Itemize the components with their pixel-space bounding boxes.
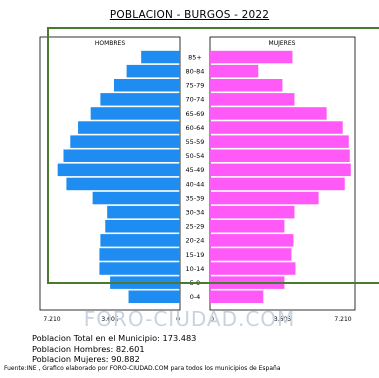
bar-hombres-0-4 (128, 290, 180, 303)
age-label: 25-29 (186, 223, 205, 231)
age-label: 45-49 (186, 166, 205, 174)
bar-hombres-20-24 (100, 234, 180, 247)
bar-mujeres-85+ (210, 50, 293, 64)
age-label: 55-59 (186, 138, 205, 146)
age-label: 60-64 (186, 124, 205, 132)
bar-mujeres-25-29 (210, 220, 285, 233)
age-label: 35-39 (186, 194, 205, 202)
mujeres-bars (210, 50, 351, 303)
bar-hombres-85+ (141, 50, 180, 64)
legend-hombres: HOMBRES (95, 40, 125, 47)
age-label: 40-44 (186, 180, 205, 188)
age-label: 0-4 (190, 293, 201, 301)
age-label: 80-84 (186, 67, 205, 75)
bar-hombres-50-54 (63, 149, 180, 162)
age-label: 70-74 (186, 96, 205, 104)
age-label: 50-54 (186, 152, 205, 160)
hombres-bars (57, 50, 180, 303)
bar-mujeres-75-79 (210, 79, 283, 92)
bar-hombres-65-69 (90, 107, 180, 120)
tick-label-left: 3.605 (101, 316, 118, 323)
bar-mujeres-10-14 (210, 262, 296, 275)
bar-hombres-25-29 (105, 220, 180, 233)
bar-hombres-45-49 (57, 163, 180, 177)
bar-mujeres-45-49 (210, 163, 351, 177)
tick-label-left: 0 (176, 316, 180, 323)
bar-mujeres-60-64 (210, 121, 343, 134)
bar-mujeres-0-4 (210, 290, 264, 303)
bar-hombres-10-14 (99, 262, 180, 275)
chart-title: POBLACION - BURGOS - 2022 (109, 9, 270, 21)
bar-mujeres-55-59 (210, 135, 349, 148)
source-note: Fuente:INE , Grafico elaborado por FORO-… (4, 365, 281, 372)
population-stats: Poblacion Total en el Municipio: 173.483… (32, 333, 196, 365)
bar-hombres-40-44 (66, 177, 180, 191)
female-population: Poblacion Mujeres: 90.882 (32, 354, 140, 364)
age-label: 30-34 (186, 208, 205, 216)
watermark: FORO-CIUDAD.COM (83, 307, 296, 331)
bar-hombres-75-79 (113, 79, 180, 92)
bar-hombres-30-34 (107, 205, 180, 219)
bar-mujeres-20-24 (210, 234, 294, 247)
legend-mujeres: MUJERES (269, 40, 296, 47)
tick-label-right: 7.210 (334, 316, 351, 323)
bar-hombres-80-84 (126, 64, 180, 78)
age-label: 75-79 (186, 82, 205, 90)
tick-label-right: 3.605 (274, 316, 291, 323)
highlight-frame (47, 27, 379, 284)
age-label: 65-69 (186, 110, 205, 118)
bar-mujeres-30-34 (210, 205, 295, 219)
axis-ticks: 7.210 3.605 0 0 3.605 7.210 (43, 316, 351, 323)
bar-mujeres-50-54 (210, 149, 350, 162)
bar-hombres-60-64 (78, 121, 180, 134)
age-label: 10-14 (186, 265, 205, 273)
bar-mujeres-15-19 (210, 248, 292, 261)
total-population: Poblacion Total en el Municipio: 173.483 (32, 333, 197, 343)
bar-mujeres-40-44 (210, 177, 345, 191)
bar-mujeres-65-69 (210, 107, 327, 120)
age-label: 85+ (188, 53, 202, 61)
bar-hombres-15-19 (99, 248, 180, 261)
tick-label-left: 7.210 (43, 316, 60, 323)
bar-mujeres-80-84 (210, 64, 259, 78)
age-label: 20-24 (186, 237, 205, 245)
bar-hombres-70-74 (100, 93, 180, 106)
age-label: 15-19 (186, 251, 205, 259)
bar-mujeres-70-74 (210, 93, 295, 106)
bar-hombres-55-59 (70, 135, 180, 148)
male-population: Poblacion Hombres: 82.601 (32, 343, 145, 354)
age-labels: 85+ 80-84 75-79 70-74 65-69 60-64 55-59 50-54 45… (186, 53, 205, 301)
bar-mujeres-35-39 (210, 191, 319, 205)
tick-label-right: 0 (210, 316, 214, 323)
bar-hombres-35-39 (92, 191, 180, 205)
